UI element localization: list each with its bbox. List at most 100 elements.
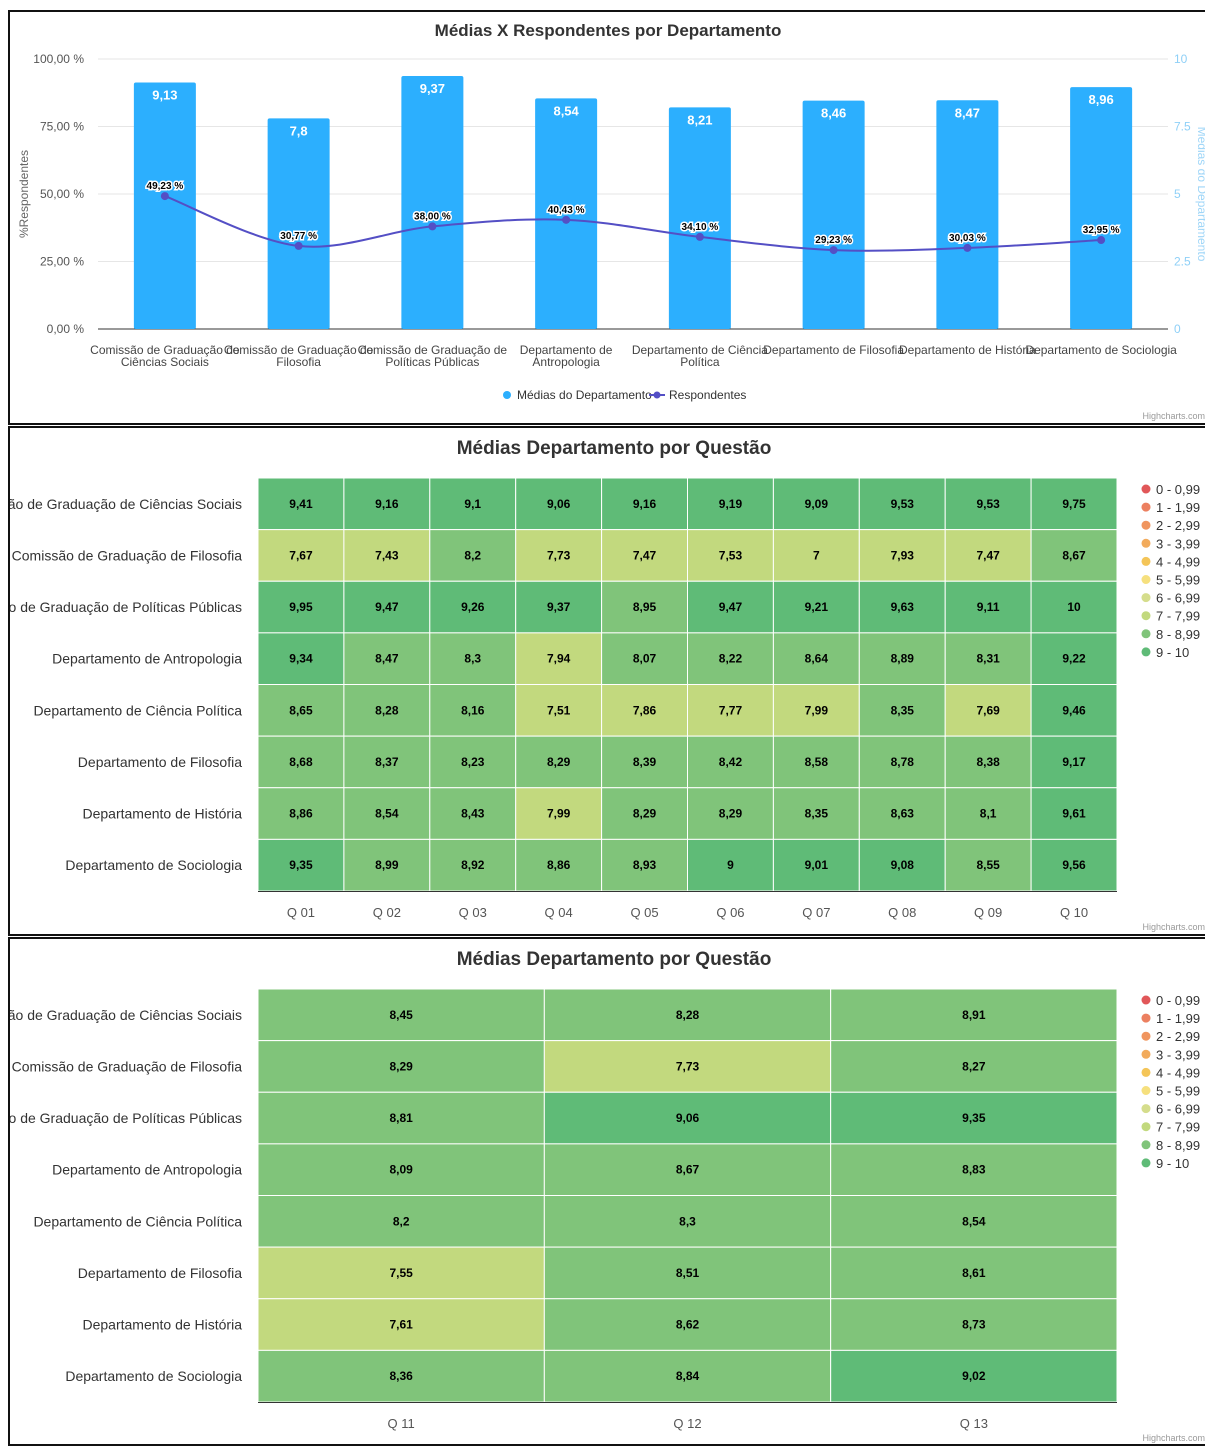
line-point [160,192,169,201]
heatmap-cell [1030,477,1118,531]
line-point [695,232,704,241]
cell-value: 9,09 [805,497,829,511]
heatmap-cell [429,580,517,634]
heatmap-panel-q01-q10: Médias Departamento por Questão Comissão … [8,426,1205,936]
legend-class-label: 3 - 3,99 [1156,536,1200,551]
cell-value: 8,86 [547,858,571,872]
legend-symbol [1141,1158,1151,1168]
right-axis-tick-label: 2.5 [1174,255,1191,269]
legend-symbol [1141,611,1151,621]
heatmap-cell [772,684,860,737]
cell-value: 8,07 [633,652,657,666]
legend-class-label: 9 - 10 [1156,1156,1189,1171]
row-label: Departamento de Sociologia [65,1368,242,1384]
legend-symbol [1141,593,1151,603]
cell-value: 8,3 [464,652,481,666]
heatmap-cell [944,684,1032,737]
heatmap-cell [830,1246,1118,1300]
row-label: Comissão de Graduação de Filosofia [12,1058,243,1074]
cell-value: 8,73 [962,1318,986,1332]
column-label: Q 10 [1060,905,1088,920]
cell-value: 8,09 [389,1163,413,1177]
row-label: Comissão de Graduação de Filosofia [12,547,243,563]
cell-value: 7,93 [891,548,915,562]
heatmap-cell [343,580,431,634]
cell-value: 8,29 [633,807,657,821]
legend-symbol [1141,1140,1151,1150]
heatmap-q11-q13: Médias Departamento por Questão Comissão … [10,949,1205,1443]
legend-class-label: 8 - 8,99 [1156,627,1200,642]
cell-value: 8,67 [676,1163,700,1177]
legend-symbol [1141,995,1151,1005]
heatmap-cell [1030,684,1118,737]
heatmap-cell [687,735,774,789]
row-label: Departamento de Filosofia [78,1265,242,1281]
heatmap-cell [515,838,603,892]
cell-value: 9,08 [891,858,915,872]
category-label: Comissão de Graduação de [358,343,508,357]
category-label: Departamento de Ciência [632,343,768,357]
heatmap-cell [601,632,688,685]
cell-value: 8,35 [891,703,915,717]
legend-symbol [1141,1086,1151,1095]
cell-value: 8,92 [461,858,485,872]
line-point [428,222,437,231]
category-label: Comissão de Graduação de [224,343,374,357]
heatmap-cell [257,1091,545,1145]
cell-value: 7,53 [719,548,743,562]
cell-value: 9,35 [289,858,313,872]
heatmap-cell [343,735,431,789]
heatmap-cell [772,580,860,634]
category-label: Filosofia [276,355,321,369]
legend-line-name: Respondentes [669,388,746,402]
bar [133,82,196,330]
cell-value: 8,39 [633,755,657,769]
column-label: Q 03 [459,905,487,920]
heatmap-cell [830,1143,1118,1196]
cell-value: 7,73 [676,1059,700,1073]
legend-symbol [1141,520,1151,530]
heatmap-cell [257,1143,545,1196]
legend-class-label: 2 - 2,99 [1156,1029,1200,1044]
heatmap-cell [687,838,774,892]
cell-value: 8,29 [547,755,571,769]
credits-link: Highcharts.com [1142,922,1205,932]
left-axis-tick-label: 75,00 % [40,120,84,134]
legend-class-label: 1 - 1,99 [1156,1011,1200,1026]
legend-class-label: 3 - 3,99 [1156,1047,1200,1062]
row-label: Comissão de Graduação de Ciências Sociai… [10,1007,242,1023]
cell-value: 8,78 [891,755,915,769]
cell-value: 9,34 [289,652,313,666]
cell-value: 8,63 [891,807,915,821]
row-label: Comissão de Graduação de Políticas Públi… [10,599,242,615]
heatmap-cell [858,580,946,634]
cell-value: 9,26 [461,600,485,614]
cell-value: 9,63 [891,600,915,614]
heatmap-cell [257,1246,545,1300]
cell-value: 9 [727,858,734,872]
row-label: Departamento de Ciência Política [33,1213,242,1229]
heatmap-cell [543,1349,832,1403]
right-axis-tick-label: 10 [1174,52,1188,66]
legend-class-label: 0 - 0,99 [1156,993,1200,1008]
credits-link: Highcharts.com [1142,1433,1205,1443]
heatmap-cell [343,684,431,737]
heatmap-cell [772,838,860,892]
cell-value: 8,37 [375,755,399,769]
cell-value: 8,23 [461,755,485,769]
category-label: Departamento de Filosofia [763,343,904,357]
heatmap-cell [830,1349,1118,1403]
line-point [294,241,303,250]
cell-value: 8,43 [461,807,485,821]
legend-class-label: 4 - 4,99 [1156,1065,1200,1080]
cell-value: 8,27 [962,1059,986,1073]
chart-title: Médias Departamento por Questão [457,949,772,970]
legend-symbol [1141,484,1151,494]
line-data-label: 29,23 % [815,235,852,246]
cell-value: 9,75 [1062,497,1086,511]
line-data-label: 32,95 % [1083,225,1120,236]
heatmap-panel-q11-q13: Médias Departamento por Questão Comissão … [8,937,1205,1446]
cell-value: 8,61 [962,1266,986,1280]
cell-value: 9,95 [289,600,313,614]
cell-value: 8,84 [676,1369,700,1383]
